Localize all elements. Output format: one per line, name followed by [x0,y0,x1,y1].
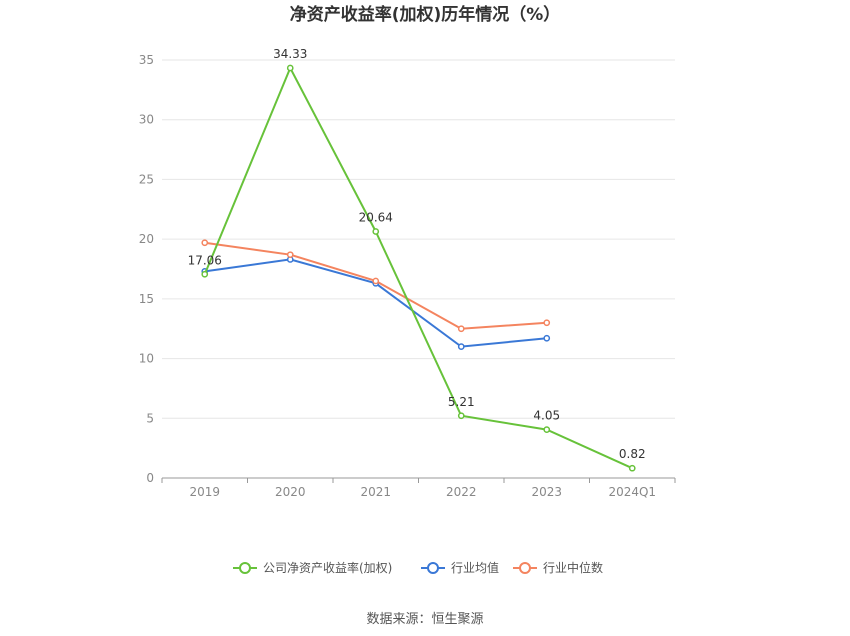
data-label: 4.05 [533,409,560,423]
series-layer [201,64,636,472]
x-tick-label: 2022 [446,485,477,499]
data-point[interactable] [286,64,294,72]
axis-layer: 0 5 10 15 20 25 30 35 2019 2020 2021 2022 2023 2024Q1 [139,53,676,499]
legend-item-1[interactable]: 行业均值 [421,560,499,575]
x-tick-label: 2024Q1 [608,485,656,499]
x-tick-label: 2021 [360,485,391,499]
data-label: 17.06 [188,253,222,267]
data-label-layer: 17.06 34.33 20.64 5.21 4.05 0.82 [188,47,646,461]
data-point[interactable] [543,426,551,433]
x-tick-label: 2019 [189,485,220,499]
legend-marker [519,562,531,574]
series-line-0 [203,65,633,470]
data-point[interactable] [628,464,636,472]
series-line-1 [204,258,547,348]
source-note: 数据来源：恒生聚源 [366,612,483,627]
data-point[interactable] [457,343,465,350]
y-tick-label: 15 [139,292,154,306]
legend-item-0[interactable]: 公司净资产收益率(加权) [233,560,392,575]
data-label: 34.33 [273,47,307,61]
data-label: 20.64 [359,210,393,224]
y-tick-label: 25 [139,172,154,186]
data-point[interactable] [457,325,465,333]
legend-label: 行业均值 [451,560,499,575]
data-label: 5.21 [448,395,475,409]
y-tick-label: 5 [146,411,154,425]
data-point[interactable] [372,277,380,285]
data-point[interactable] [201,239,209,247]
x-tick-label: 2023 [531,485,562,499]
data-point[interactable] [543,319,551,327]
data-label: 0.82 [619,447,646,461]
y-tick-label: 35 [139,53,154,67]
data-point[interactable] [543,334,551,342]
grid-layer [162,59,675,419]
legend: 公司净资产收益率(加权) 行业均值 行业中位数 [233,560,603,575]
y-tick-label: 10 [139,352,154,366]
data-point[interactable] [286,251,294,259]
legend-marker [239,562,251,574]
legend-label: 行业中位数 [543,560,603,575]
y-tick-label: 30 [139,113,154,127]
y-tick-label: 20 [139,232,154,246]
data-point[interactable] [201,270,209,278]
chart-title: 净资产收益率(加权)历年情况（%） [290,4,561,25]
data-point[interactable] [372,228,380,235]
legend-item-2[interactable]: 行业中位数 [513,560,603,575]
legend-marker [427,562,439,574]
legend-label: 公司净资产收益率(加权) [263,560,392,575]
y-tick-label: 0 [146,471,154,485]
x-tick-label: 2020 [275,485,306,499]
data-point[interactable] [457,412,465,420]
